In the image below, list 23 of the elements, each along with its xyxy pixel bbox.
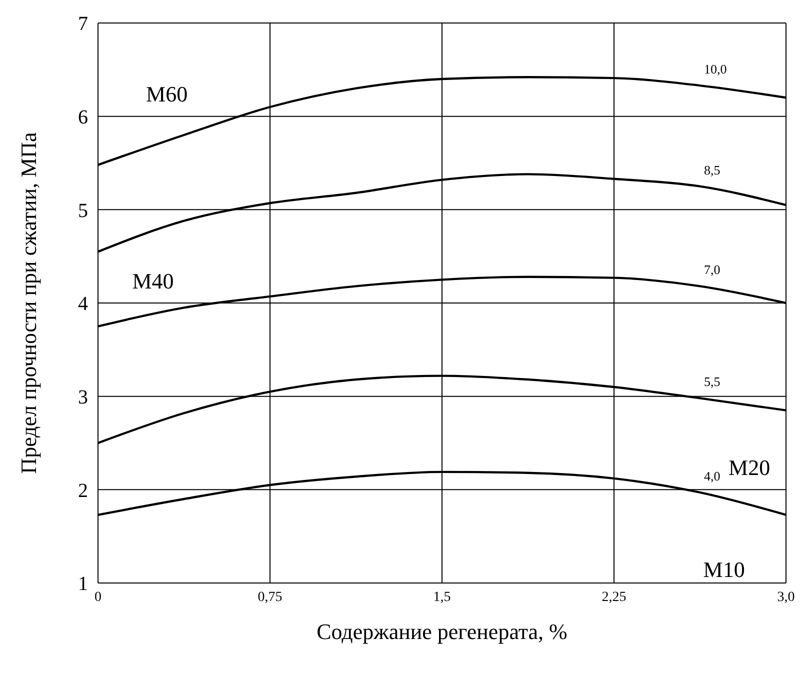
x-tick-label: 0,75 — [258, 590, 282, 605]
x-tick-label: 0 — [94, 590, 102, 605]
y-tick-label: 7 — [78, 13, 88, 36]
series-label: 7,0 — [704, 262, 720, 278]
y-tick-label: 6 — [78, 106, 88, 128]
y-tick-label: 2 — [78, 480, 88, 502]
x-tick-label: 3,0 — [777, 590, 795, 605]
annotation: M40 — [132, 268, 174, 294]
y-tick-label: 1 — [78, 573, 88, 596]
annotation: M20 — [728, 455, 770, 480]
x-axis-title: Содержание регенерата, % — [316, 619, 568, 644]
series-label: 4,0 — [704, 468, 720, 484]
series-label: 5,5 — [704, 374, 720, 390]
y-tick-label: 3 — [78, 386, 88, 408]
series-label: 10,0 — [704, 62, 727, 77]
x-tick-label: 2,25 — [602, 590, 626, 605]
series-label: 8,5 — [704, 162, 720, 178]
annotation: M60 — [146, 82, 188, 107]
y-tick-label: 4 — [78, 293, 88, 316]
y-tick-label: 5 — [78, 200, 88, 222]
x-tick-label: 1,5 — [433, 590, 451, 605]
y-axis-title: Предел прочности при сжатии, МПа — [16, 132, 41, 474]
annotation: M10 — [703, 556, 745, 582]
